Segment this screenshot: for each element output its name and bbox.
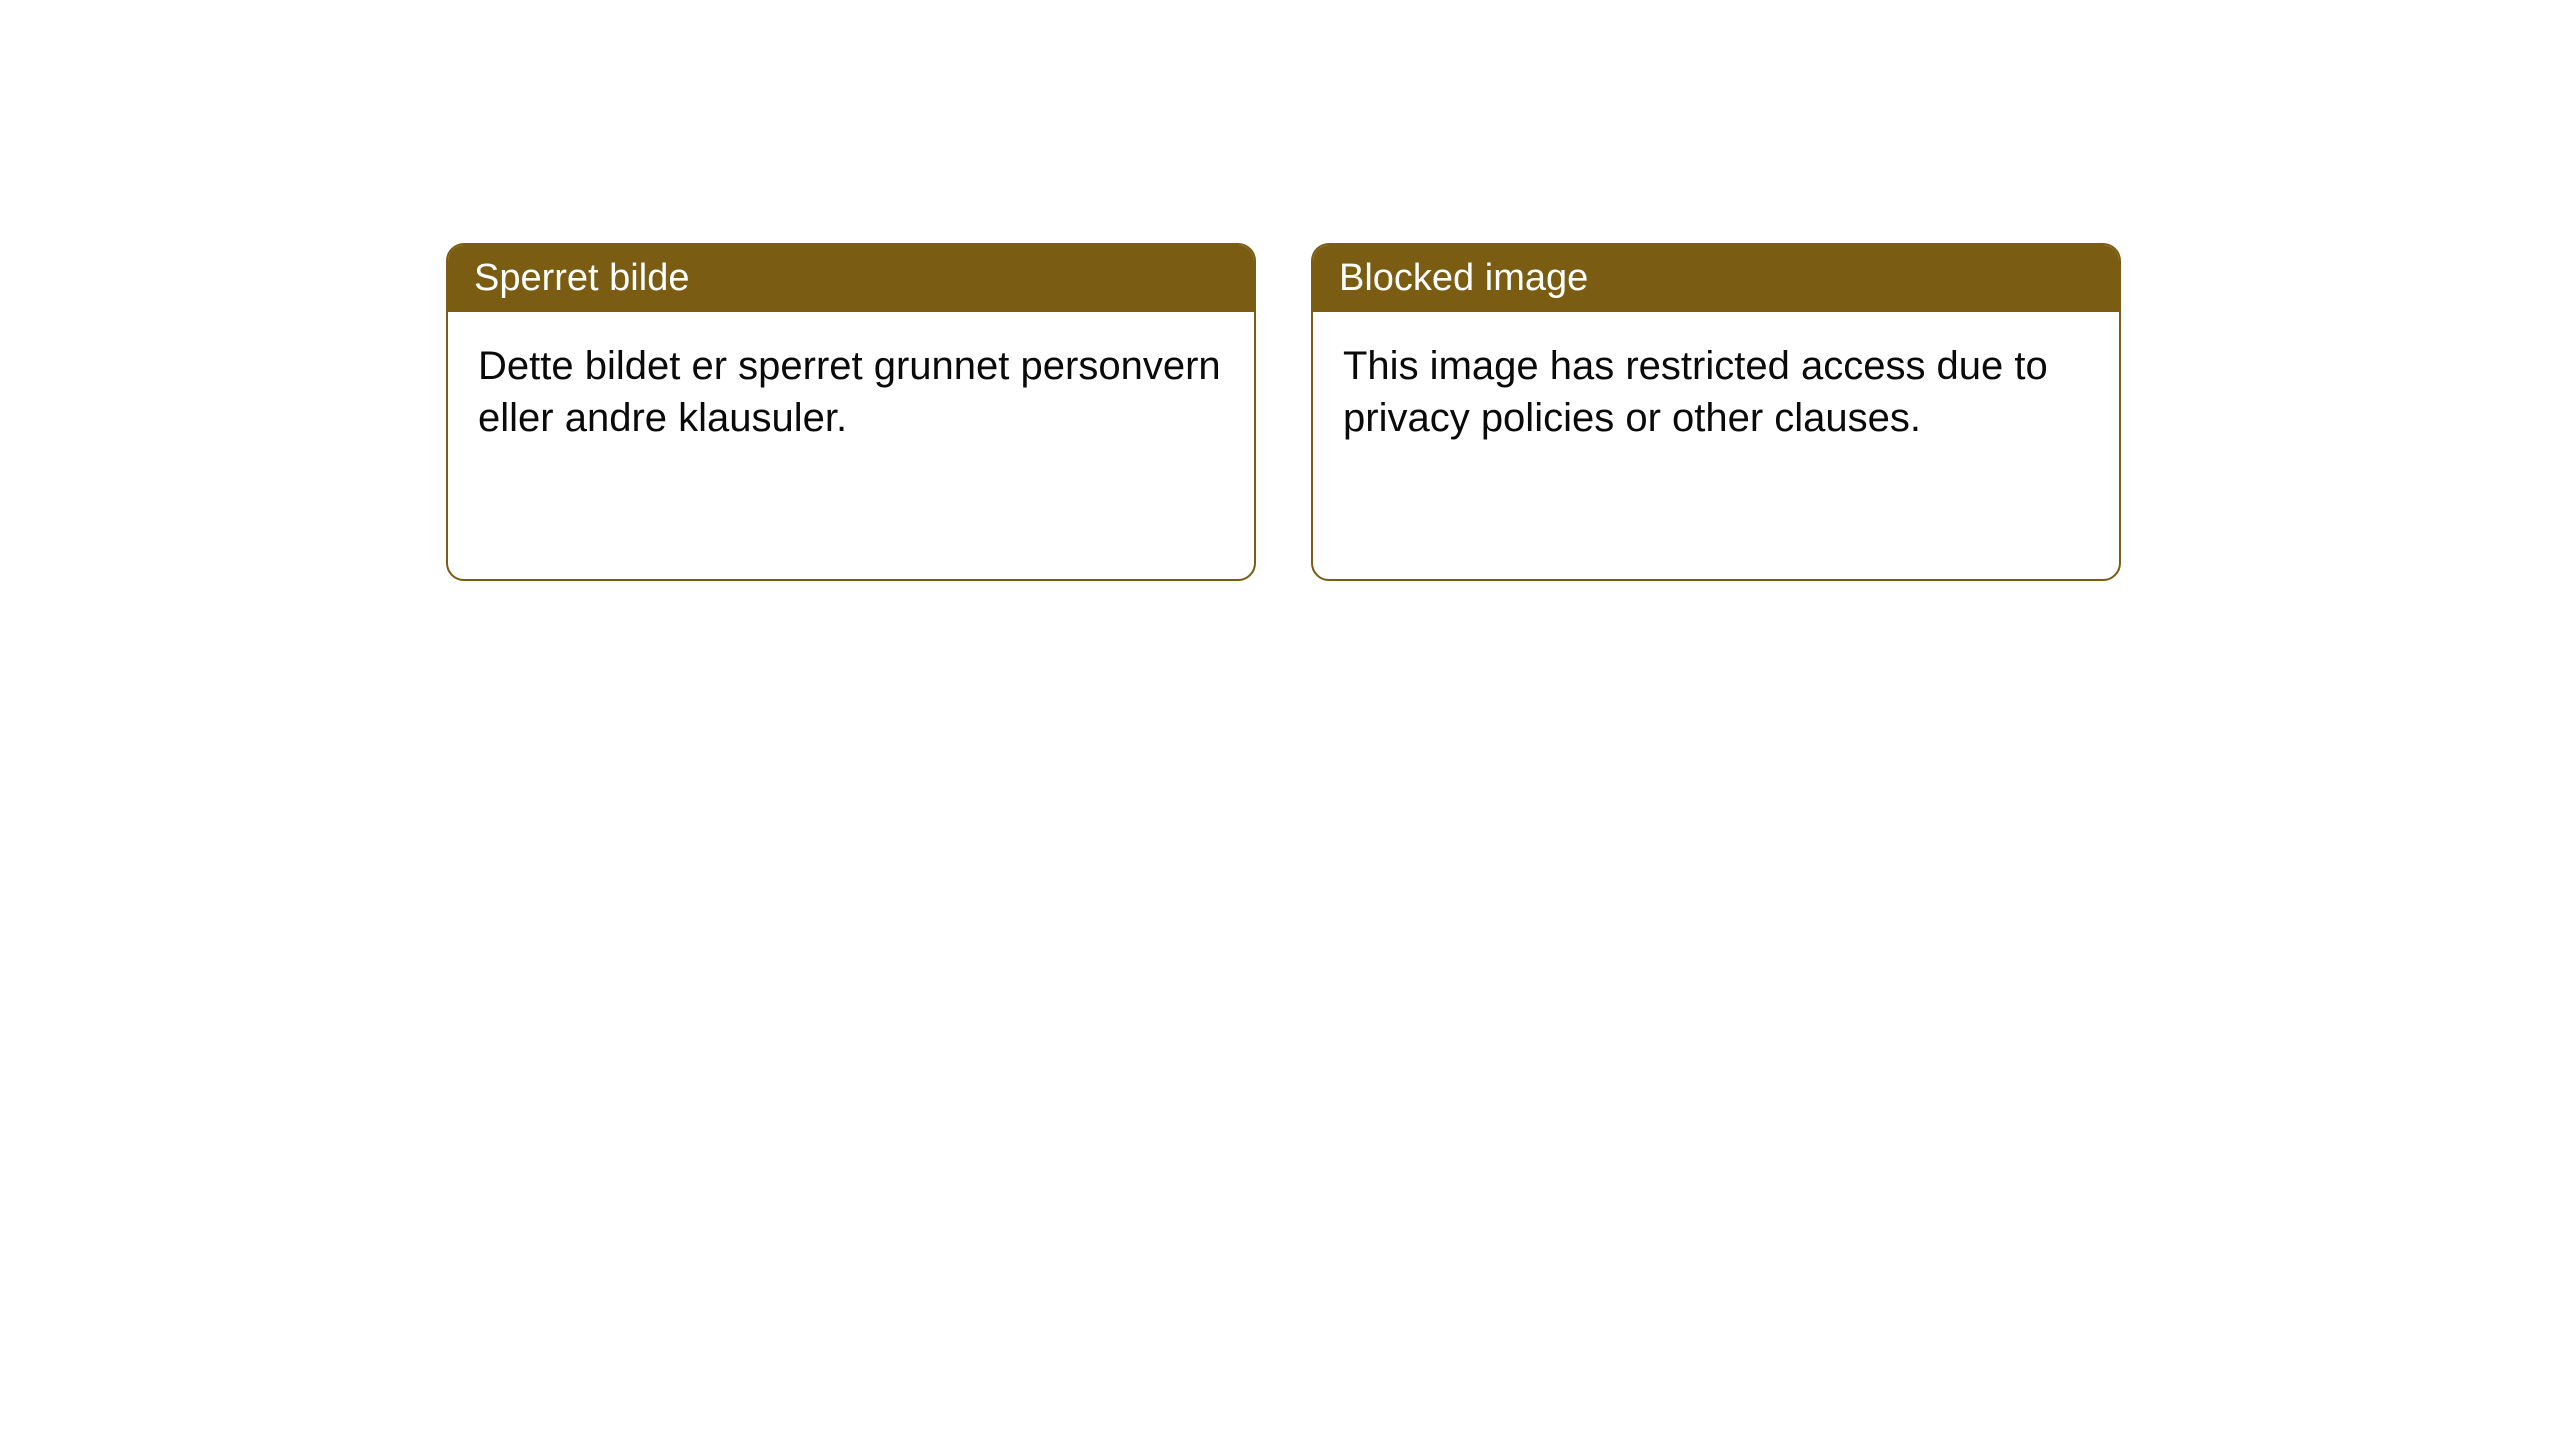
card-body: This image has restricted access due to … bbox=[1313, 312, 2119, 472]
card-title: Blocked image bbox=[1339, 257, 1588, 299]
card-body: Dette bildet er sperret grunnet personve… bbox=[448, 312, 1254, 472]
card-header: Blocked image bbox=[1313, 245, 2119, 312]
card-body-text: Dette bildet er sperret grunnet personve… bbox=[478, 344, 1221, 440]
blocked-image-card-english: Blocked image This image has restricted … bbox=[1311, 243, 2121, 581]
card-header: Sperret bilde bbox=[448, 245, 1254, 312]
card-body-text: This image has restricted access due to … bbox=[1343, 344, 2048, 440]
cards-container: Sperret bilde Dette bildet er sperret gr… bbox=[446, 243, 2121, 581]
card-title: Sperret bilde bbox=[474, 257, 689, 299]
blocked-image-card-norwegian: Sperret bilde Dette bildet er sperret gr… bbox=[446, 243, 1256, 581]
